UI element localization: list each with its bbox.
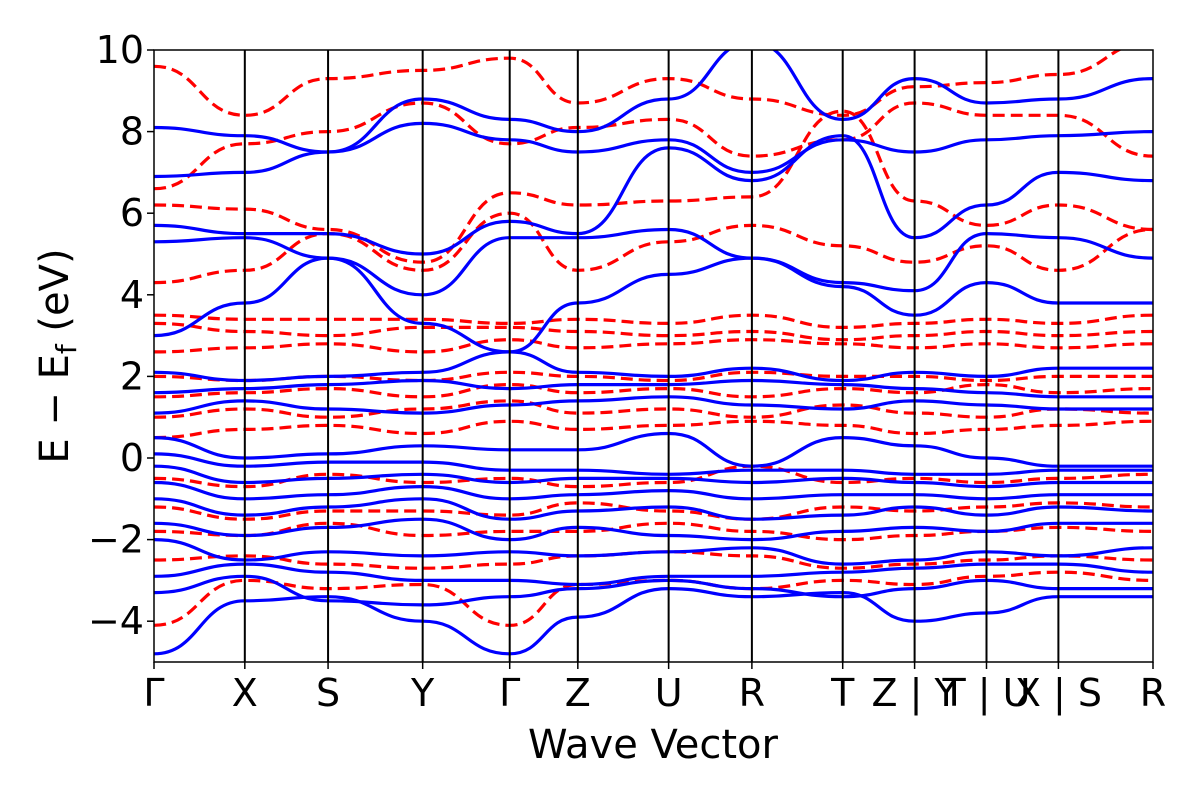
x-tick-label: X | S: [1015, 671, 1102, 716]
x-tick-label: T | U: [942, 671, 1031, 716]
x-tick-label: Z: [565, 671, 591, 715]
x-axis-label: Wave Vector: [528, 722, 779, 768]
red-band-10: [154, 321, 1153, 342]
x-axis-ticks: Γ X S Y Γ Z U R T Z | YT | UX | S R: [143, 662, 1166, 716]
y-tick-label: −2: [88, 518, 144, 562]
y-axis-label: E − Ef (eV): [32, 248, 83, 463]
y-axis-ticks: −4 −2 0 2 4 6 8 10: [88, 28, 154, 643]
y-tick-label: 2: [120, 354, 144, 398]
x-tick-label: Γ: [143, 671, 164, 715]
plot-frame: [153, 49, 1154, 663]
x-tick-label: Γ: [499, 671, 520, 715]
y-tick-label: 10: [96, 28, 144, 72]
blue-band-8: [154, 452, 1153, 476]
red-band-14: [154, 101, 1153, 191]
blue-band-13: [154, 256, 1153, 354]
red-band-15: [154, 50, 1123, 117]
blue-band-12: [154, 350, 1153, 383]
red-band-13: [154, 109, 1153, 264]
x-tick-label: Y: [410, 671, 435, 715]
red-band-11: [154, 313, 1153, 330]
red-band-3: [154, 501, 1153, 521]
blue-band-5: [154, 497, 1153, 521]
x-tick-label: T: [830, 671, 855, 715]
y-axis-label-sub: f: [50, 343, 83, 354]
x-tick-label: R: [1140, 671, 1166, 715]
k-point-lines: [243, 50, 1060, 662]
y-tick-label: 8: [120, 110, 144, 154]
y-axis-label-main: E − E: [32, 354, 78, 464]
y-tick-label: 0: [120, 436, 144, 480]
y-axis-label-unit: (eV): [32, 248, 78, 344]
y-tick-label: 4: [120, 273, 144, 317]
red-band-12: [154, 211, 1153, 285]
x-tick-label: X: [232, 671, 258, 715]
x-tick-label: U: [655, 671, 683, 715]
red-band-4: [154, 464, 1153, 489]
x-tick-label: S: [316, 671, 340, 715]
x-tick-label: R: [739, 671, 765, 715]
blue-band-4: [154, 517, 1153, 542]
blue-band-10: [154, 395, 1153, 415]
blue-band-17: [154, 50, 1153, 154]
red-dashed-bands: [154, 50, 1153, 627]
y-tick-label: −4: [88, 599, 144, 643]
x-tick-label: Z | Y: [871, 671, 958, 716]
red-band-9: [154, 338, 1153, 354]
y-tick-label: 6: [120, 191, 144, 235]
